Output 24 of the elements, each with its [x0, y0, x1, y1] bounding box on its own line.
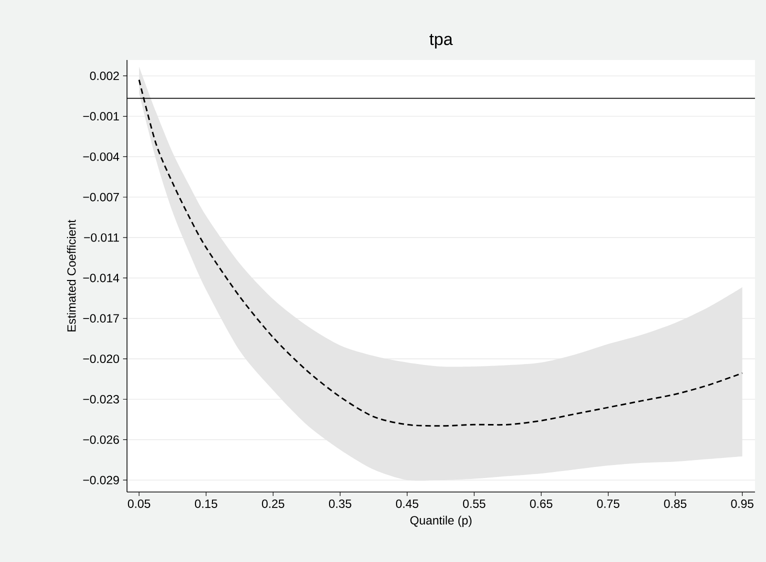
x-tick-label: 0.55 — [463, 499, 486, 508]
x-tick-label: 0.95 — [731, 499, 754, 508]
y-tick-label: 0.002 — [90, 72, 119, 80]
x-tick-label: 0.65 — [530, 499, 552, 508]
y-tick-label: −0.026 — [83, 435, 119, 444]
chart-title: tpa — [429, 34, 453, 48]
y-tick-label: −0.004 — [83, 152, 120, 161]
x-tick-label: 0.15 — [194, 499, 218, 508]
x-axis-title: Quantile (p) — [410, 516, 472, 527]
y-tick-label: −0.007 — [83, 192, 119, 202]
y-tick-label: −0.001 — [83, 112, 119, 120]
x-tick-label: 0.45 — [396, 499, 418, 508]
y-tick-label: −0.017 — [83, 314, 119, 323]
y-tick-label: −0.014 — [83, 274, 120, 282]
y-tick-label: −0.029 — [83, 476, 119, 484]
x-tick-label: 0.75 — [597, 499, 620, 508]
y-tick-label: −0.011 — [84, 233, 119, 242]
x-tick-label: 0.85 — [664, 499, 686, 508]
x-tick-label: 0.25 — [262, 499, 284, 508]
y-tick-label: −0.020 — [83, 354, 120, 364]
x-tick-label: 0.35 — [328, 499, 352, 508]
y-tick-label: −0.023 — [83, 395, 119, 404]
x-tick-label: 0.05 — [128, 499, 150, 508]
y-axis-title: Estimated Coefficient — [66, 220, 76, 332]
